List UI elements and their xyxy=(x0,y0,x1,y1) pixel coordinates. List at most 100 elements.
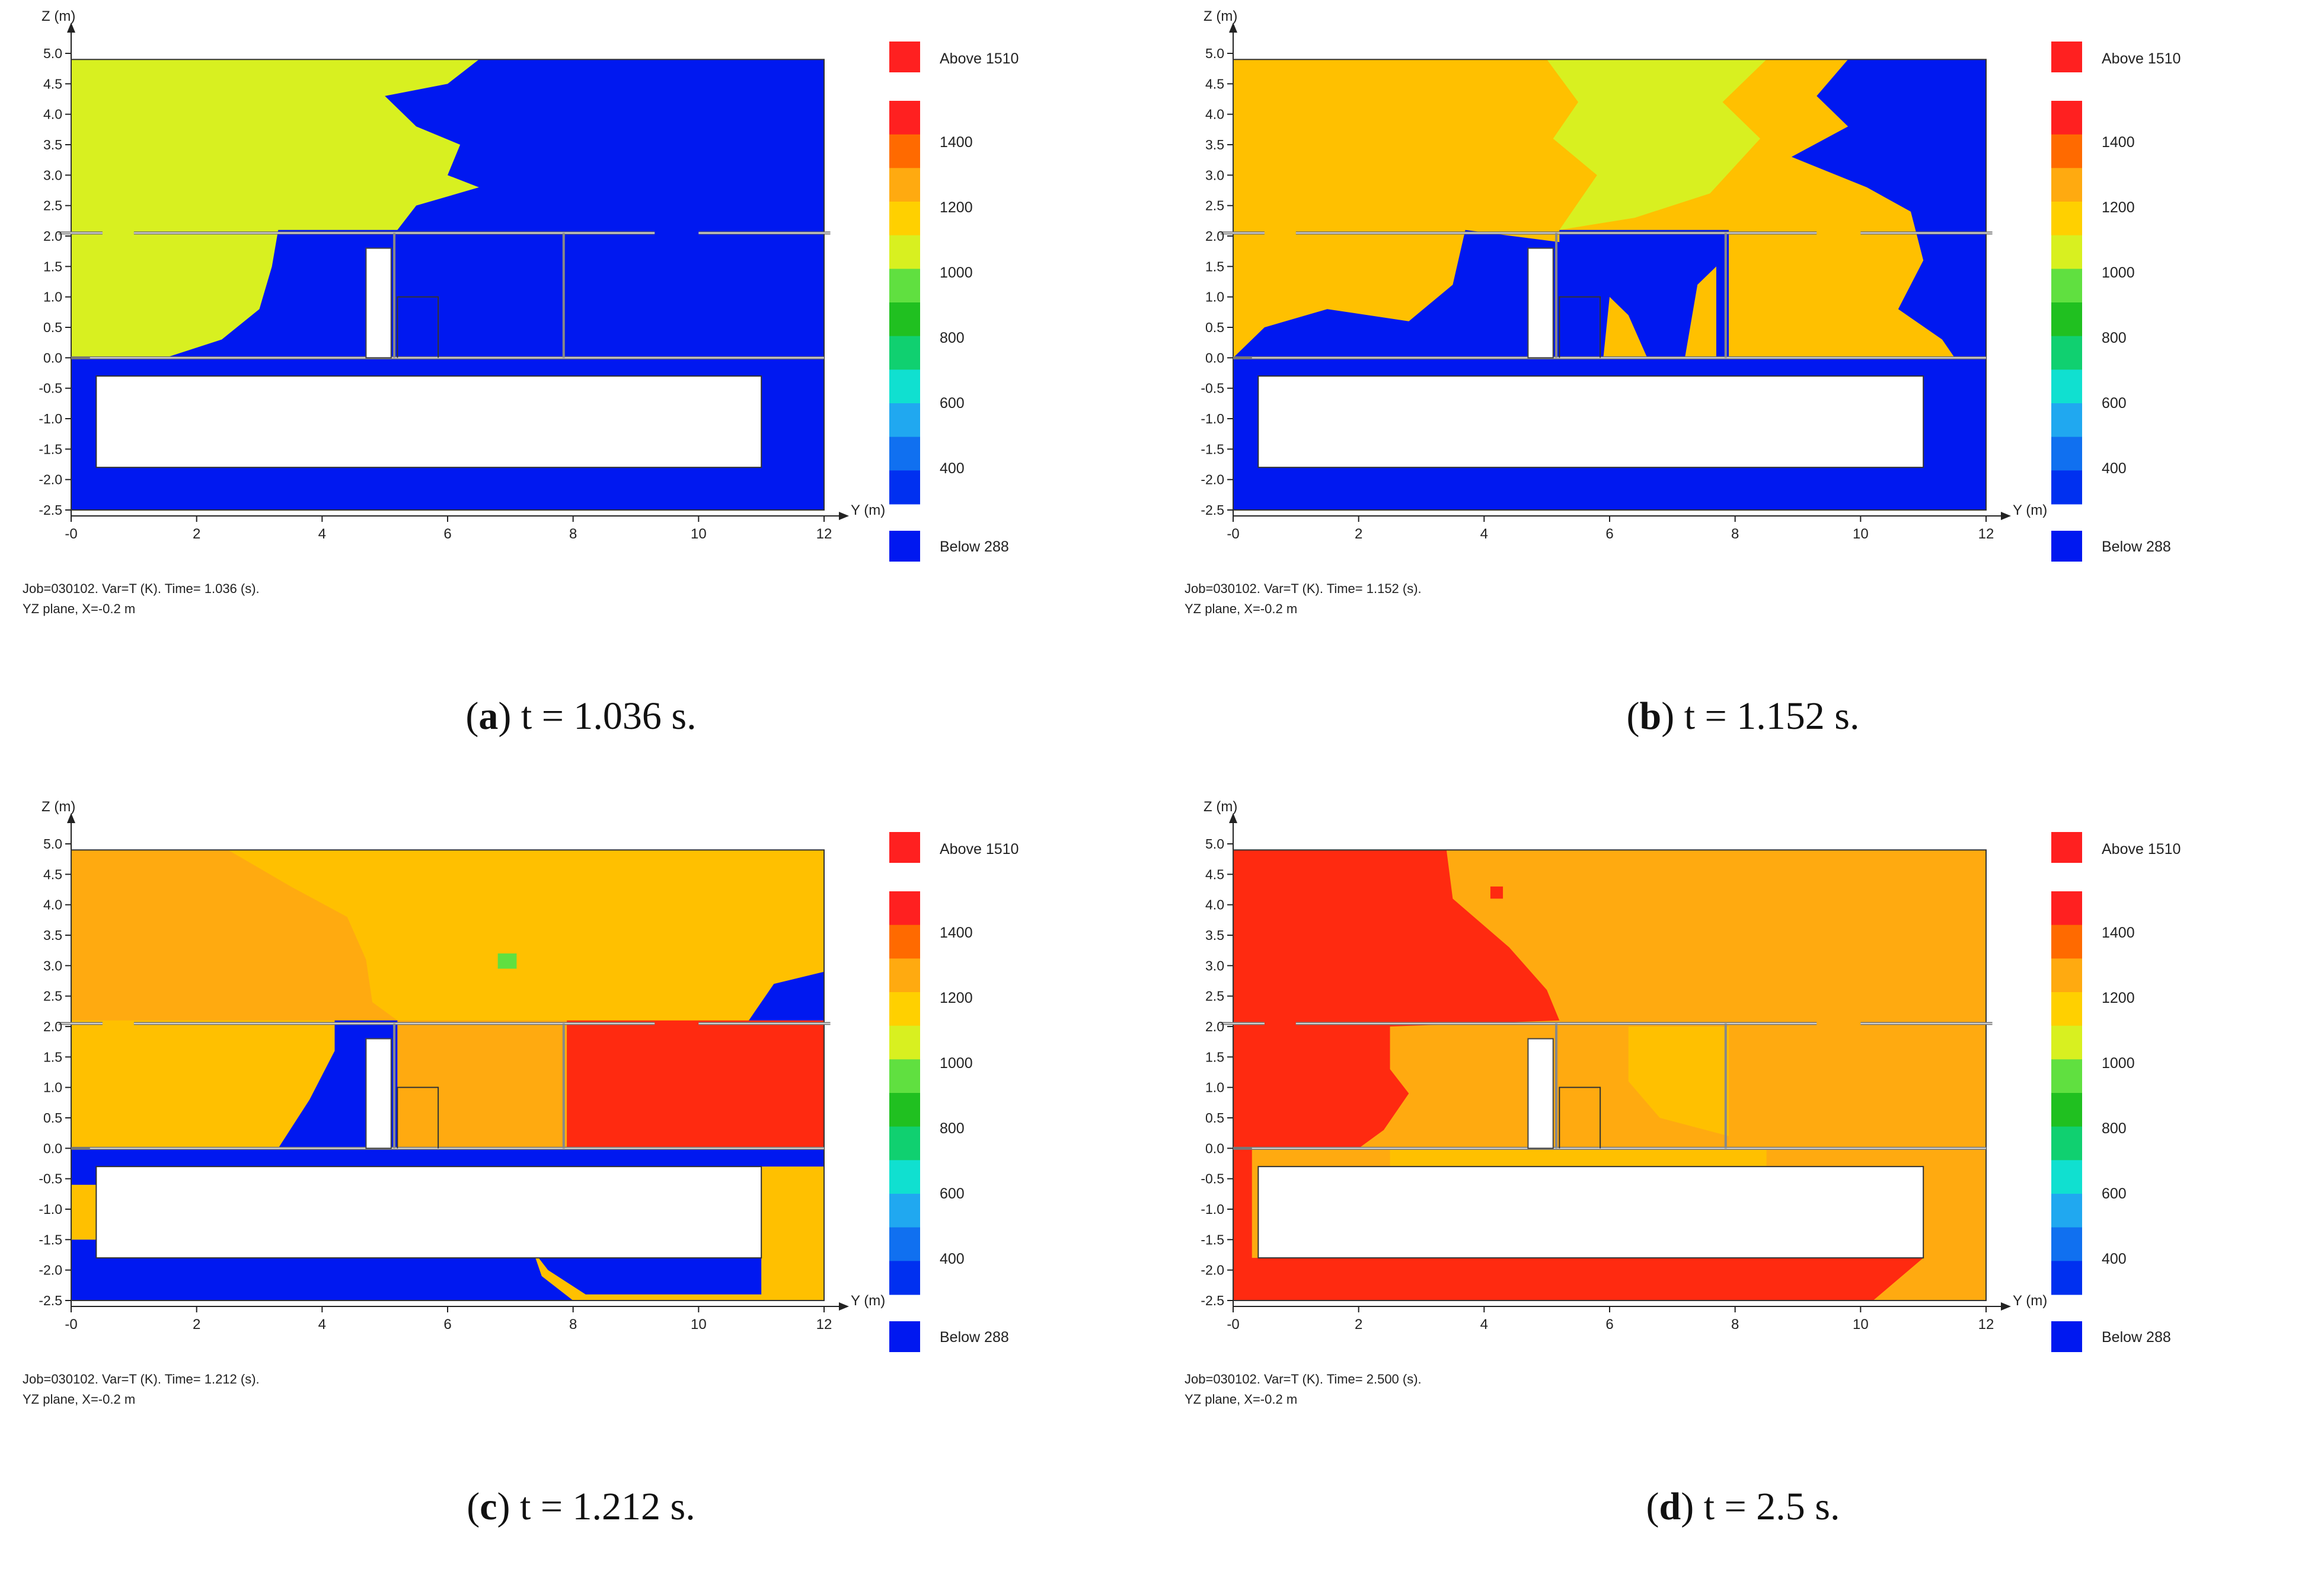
y-tick-label: -1.0 xyxy=(1201,1201,1224,1217)
y-tick-label: 3.5 xyxy=(1205,927,1224,943)
legend-band xyxy=(889,1059,920,1094)
y-tick-label: 1.0 xyxy=(43,289,62,305)
panel-a: Z (m) 5.0 4.5 4.0 3.5 3.0 2.5 2.0 1.5 1.0 0.5 0.0 -0… xyxy=(0,0,1162,791)
footer-plane-line: YZ plane, X=-0.2 m xyxy=(23,1392,135,1407)
x-tick-label: 6 xyxy=(443,526,451,542)
y-tick-label: 2.5 xyxy=(43,989,62,1004)
legend-tick-label: 1200 xyxy=(2102,199,2135,216)
tunnel-obstacle xyxy=(95,1166,762,1259)
y-tick-label: -2.0 xyxy=(39,1263,62,1278)
legend-tick-label: 1400 xyxy=(2102,925,2135,941)
x-tick-label: 8 xyxy=(1731,526,1739,542)
column-obstacle xyxy=(1527,247,1554,359)
legend-band xyxy=(2051,992,2082,1027)
temperature-region-5 xyxy=(1390,1148,1767,1167)
legend-band xyxy=(2051,470,2082,505)
legend-above-label: Above 1510 xyxy=(2102,841,2181,858)
x-tick-label: 2 xyxy=(193,526,200,542)
x-tick-label: 10 xyxy=(1853,1317,1869,1333)
legend: Above 1510 1400 1200 1000 800 600 400 Below 288 xyxy=(2051,42,2181,562)
legend-tick-label: 1000 xyxy=(940,264,973,281)
legend-band xyxy=(2051,202,2082,236)
y-ticks: 5.0 4.5 4.0 3.5 3.0 2.5 2.0 1.5 1.0 0.5 0.0 -0.5 -1.… xyxy=(39,836,71,1308)
x-tick-label: -0 xyxy=(65,526,77,542)
y-tick-label: 4.0 xyxy=(1205,897,1224,913)
y-tick-label: -0.5 xyxy=(1201,381,1224,396)
x-axis-arrow-icon xyxy=(2001,512,2011,520)
legend-band xyxy=(2051,436,2082,471)
legend-band xyxy=(889,403,920,438)
x-ticks: -0 2 4 6 8 10 12 xyxy=(1227,516,1994,542)
domain-boundary xyxy=(71,849,825,1302)
caption-c: (c) t = 1.212 s. xyxy=(467,1485,695,1528)
column-obstacle xyxy=(365,247,392,359)
x-tick-label: 10 xyxy=(691,1317,707,1333)
y-tick-label: 2.5 xyxy=(1205,198,1224,213)
y-tick-label: 0.0 xyxy=(43,350,62,365)
x-tick-label: 12 xyxy=(816,526,832,542)
chart-d: Z (m) 5.0 4.5 4.0 3.5 3.0 2.5 2.0 1.5 1.0 0.5 0.0 -0… xyxy=(1185,799,2181,1407)
y-tick-label: 2.0 xyxy=(43,228,62,244)
tunnel-obstacle xyxy=(1257,375,1924,468)
temperature-region-6 xyxy=(1490,886,1503,899)
panel-b: Z (m) 5.0 4.5 4.0 3.5 3.0 2.5 2.0 1.5 1.0 0.5 0.0 -0… xyxy=(1162,0,2324,791)
x-tick-label: 10 xyxy=(691,526,707,542)
legend-tick-label: 600 xyxy=(2102,395,2127,412)
legend-band xyxy=(2051,1025,2082,1060)
x-tick-label: 6 xyxy=(443,1317,451,1333)
y-axis-arrow-icon xyxy=(1229,813,1237,823)
legend-band xyxy=(889,1126,920,1161)
legend-band xyxy=(2051,134,2082,168)
y-tick-label: -1.5 xyxy=(1201,1232,1224,1247)
legend-band xyxy=(889,235,920,269)
footer-plane-line: YZ plane, X=-0.2 m xyxy=(23,601,135,616)
y-tick-label: -2.5 xyxy=(1201,502,1224,518)
x-tick-label: 10 xyxy=(1853,526,1869,542)
x-tick-label: 8 xyxy=(569,526,577,542)
legend-band xyxy=(2051,1160,2082,1194)
y-tick-label: -1.5 xyxy=(39,441,62,457)
temperature-region-2 xyxy=(397,1020,567,1149)
legend-band xyxy=(2051,1194,2082,1228)
caption-b: (b) t = 1.152 s. xyxy=(1626,694,1860,738)
legend-band xyxy=(2051,235,2082,269)
temperature-region-1 xyxy=(71,850,398,1021)
x-ticks: -0 2 4 6 8 10 12 xyxy=(65,1306,832,1333)
legend-tick-label: 1000 xyxy=(2102,1055,2135,1072)
y-tick-label: -2.5 xyxy=(1201,1293,1224,1308)
y-tick-label: 5.0 xyxy=(43,836,62,852)
y-tick-label: 4.5 xyxy=(43,76,62,91)
chart-c: Z (m) 5.0 4.5 4.0 3.5 3.0 2.5 2.0 1.5 1.0 0.5 0.0 -0… xyxy=(23,799,1019,1407)
footer-job-line: Job=030102. Var=T (K). Time= 1.036 (s). xyxy=(23,581,260,596)
temperature-region-2 xyxy=(1547,59,1767,230)
legend-band xyxy=(2051,925,2082,959)
y-tick-label: 4.5 xyxy=(1205,76,1224,91)
door-outline xyxy=(1559,1086,1601,1149)
legend-below-swatch xyxy=(2051,531,2082,562)
y-ticks: 5.0 4.5 4.0 3.5 3.0 2.5 2.0 1.5 1.0 0.5 0.0 -0.5 -1.… xyxy=(39,46,71,518)
x-axis-label: Y (m) xyxy=(2013,1293,2047,1309)
legend-tick-label: 600 xyxy=(940,1185,965,1202)
y-tick-label: 0.5 xyxy=(1205,1110,1224,1126)
y-tick-label: 5.0 xyxy=(1205,46,1224,61)
legend-band xyxy=(2051,302,2082,337)
y-tick-label: 4.0 xyxy=(1205,107,1224,122)
temperature-region-4 xyxy=(1628,1027,1729,1136)
legend-band xyxy=(889,1160,920,1194)
y-tick-label: 1.5 xyxy=(1205,259,1224,274)
legend: Above 1510 1400 1200 1000 800 600 400 Below 288 xyxy=(889,832,1019,1352)
legend-above-label: Above 1510 xyxy=(940,50,1019,67)
footer-job-line: Job=030102. Var=T (K). Time= 2.500 (s). xyxy=(1185,1372,1422,1386)
footer-plane-line: YZ plane, X=-0.2 m xyxy=(1185,601,1297,616)
temperature-region-1 xyxy=(71,59,479,358)
footer-job-line: Job=030102. Var=T (K). Time= 1.152 (s). xyxy=(1185,581,1422,596)
y-tick-label: 5.0 xyxy=(1205,836,1224,852)
legend-band xyxy=(2051,403,2082,438)
caption-d: (d) t = 2.5 s. xyxy=(1646,1485,1840,1528)
x-tick-label: 4 xyxy=(318,526,326,542)
y-ticks: 5.0 4.5 4.0 3.5 3.0 2.5 2.0 1.5 1.0 0.5 0.0 -0.5 -1.… xyxy=(1201,46,1233,518)
legend-band xyxy=(889,436,920,471)
column-obstacle xyxy=(1527,1038,1554,1149)
domain-boundary xyxy=(1233,59,1987,511)
legend-band xyxy=(889,134,920,168)
